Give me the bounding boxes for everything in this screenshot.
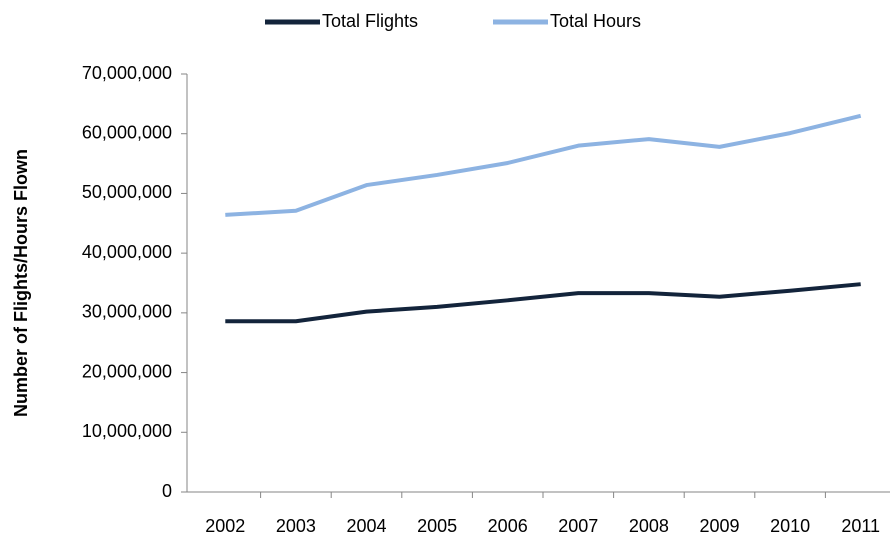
line-series (225, 282, 861, 324)
y-axis-title: Number of Flights/Hours Flown (11, 149, 31, 417)
x-tick-label: 2009 (699, 516, 739, 536)
x-tick-label: 2003 (276, 516, 316, 536)
x-tick-label: 2005 (417, 516, 457, 536)
y-tick-label: 40,000,000 (82, 242, 172, 262)
x-tick-label: 2007 (558, 516, 598, 536)
y-tick-label: 70,000,000 (82, 63, 172, 83)
y-tick-label: 20,000,000 (82, 361, 172, 381)
x-tick-label: 2006 (488, 516, 528, 536)
legend-label: Total Hours (550, 11, 641, 31)
x-tick-label: 2011 (841, 516, 880, 536)
line-series (225, 113, 862, 217)
x-tick-label: 2008 (629, 516, 669, 536)
y-tick-label: 0 (162, 481, 172, 501)
legend-label: Total Flights (322, 11, 418, 31)
y-tick-label: 60,000,000 (82, 122, 172, 142)
y-tick-label: 30,000,000 (82, 302, 172, 322)
x-tick-label: 2010 (770, 516, 810, 536)
x-tick-label: 2004 (346, 516, 386, 536)
y-tick-label: 10,000,000 (82, 421, 172, 441)
y-tick-label: 50,000,000 (82, 182, 172, 202)
x-tick-label: 2002 (205, 516, 245, 536)
